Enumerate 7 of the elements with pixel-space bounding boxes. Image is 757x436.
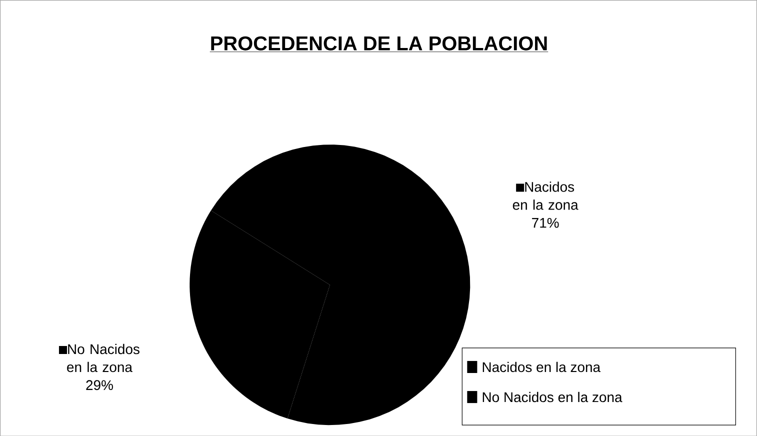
legend-label: Nacidos en la zona <box>482 362 601 372</box>
chart-title: PROCEDENCIA DE LA POBLACION <box>211 36 547 50</box>
category-label: No Nacidos en la zona <box>482 392 622 402</box>
legend-label: No Nacidos en la zona <box>67 344 140 372</box>
category-label: Nacidos en la zona <box>512 181 578 210</box>
data-label: 71% <box>532 218 559 228</box>
data-label: 29% <box>86 380 113 390</box>
